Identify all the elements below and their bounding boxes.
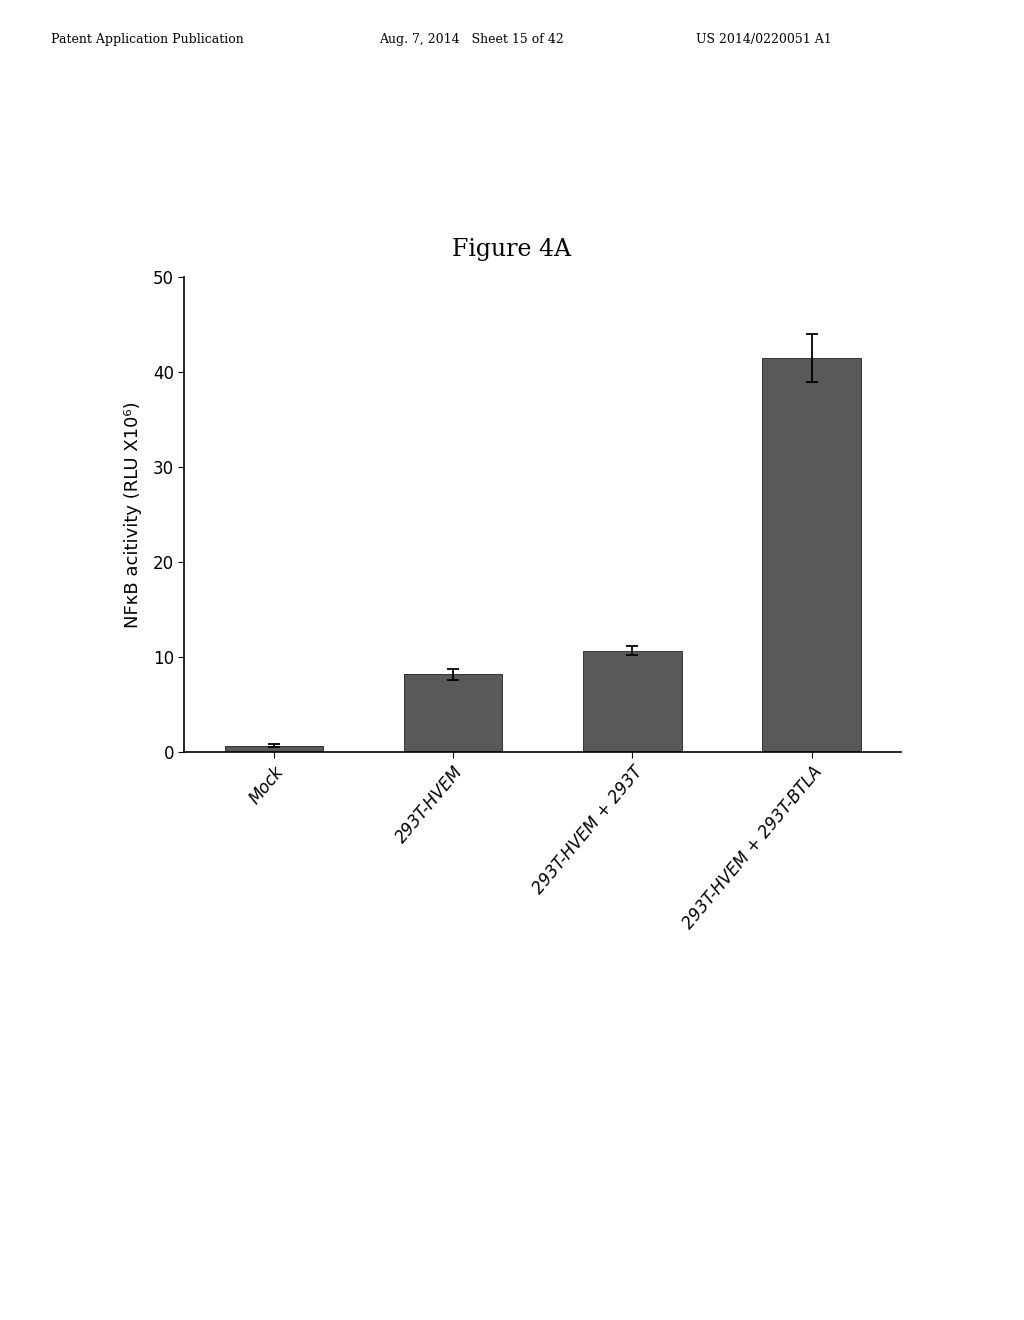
Text: Patent Application Publication: Patent Application Publication bbox=[51, 33, 244, 46]
Y-axis label: NFκB acitivity (RLU X10⁶): NFκB acitivity (RLU X10⁶) bbox=[124, 401, 141, 628]
Text: Figure 4A: Figure 4A bbox=[453, 238, 571, 260]
Bar bbox=[403, 675, 503, 752]
Text: Aug. 7, 2014   Sheet 15 of 42: Aug. 7, 2014 Sheet 15 of 42 bbox=[379, 33, 563, 46]
Text: US 2014/0220051 A1: US 2014/0220051 A1 bbox=[696, 33, 833, 46]
Bar bbox=[583, 651, 682, 752]
Bar bbox=[762, 358, 861, 752]
Bar bbox=[224, 746, 324, 752]
